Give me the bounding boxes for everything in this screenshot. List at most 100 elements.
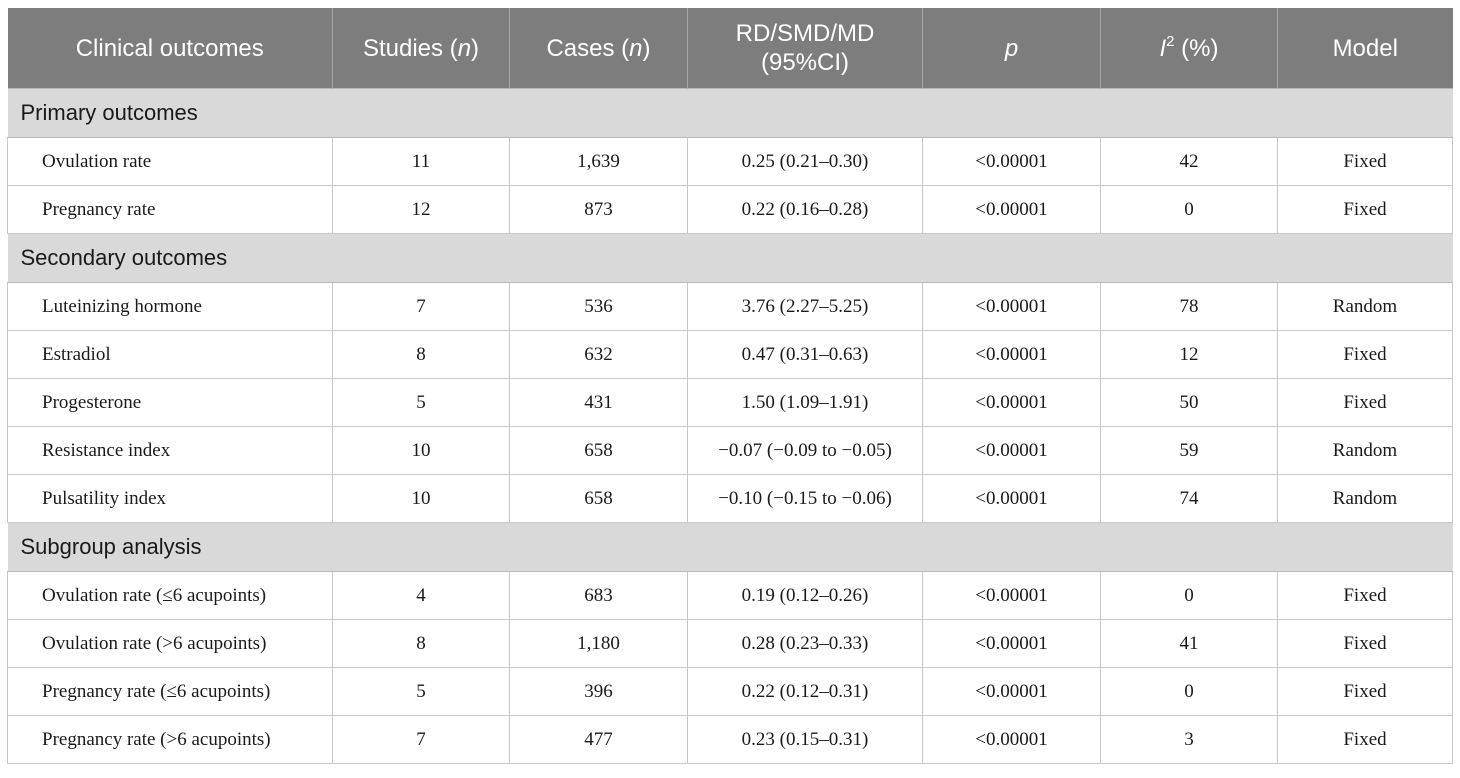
header-studies: Studies (n) <box>332 8 510 89</box>
section-row-secondary-outcomes: Secondary outcomes <box>7 233 1453 283</box>
model-cell: Random <box>1277 474 1453 523</box>
i-squared-cell: 3 <box>1100 715 1278 764</box>
cases-cell: 873 <box>509 185 688 234</box>
p-value-cell: <0.00001 <box>922 330 1101 379</box>
studies-cell: 7 <box>332 715 510 764</box>
model-cell: Random <box>1277 282 1453 331</box>
header-cases: Cases (n) <box>509 8 688 89</box>
outcome-cell: Estradiol <box>7 330 333 379</box>
header-i-squared: I2 (%) <box>1100 8 1278 89</box>
p-value-cell: <0.00001 <box>922 426 1101 475</box>
cases-cell: 396 <box>509 667 688 716</box>
i-squared-cell: 0 <box>1100 185 1278 234</box>
table-row: Progesterone 5 431 1.50 (1.09–1.91) <0.0… <box>7 378 1453 427</box>
studies-cell: 7 <box>332 282 510 331</box>
section-title: Secondary outcomes <box>7 233 1453 283</box>
header-clinical-outcomes: Clinical outcomes <box>7 8 333 89</box>
p-value-cell: <0.00001 <box>922 378 1101 427</box>
table-header: Clinical outcomes Studies (n) Cases (n) … <box>7 8 1453 89</box>
studies-cell: 10 <box>332 474 510 523</box>
model-cell: Fixed <box>1277 185 1453 234</box>
studies-cell: 5 <box>332 667 510 716</box>
effect-cell: 0.28 (0.23–0.33) <box>687 619 923 668</box>
p-value-cell: <0.00001 <box>922 282 1101 331</box>
outcome-cell: Pregnancy rate <box>7 185 333 234</box>
outcome-cell: Ovulation rate <box>7 137 333 186</box>
header-model: Model <box>1277 8 1453 89</box>
outcome-cell: Luteinizing hormone <box>7 282 333 331</box>
table-row: Luteinizing hormone 7 536 3.76 (2.27–5.2… <box>7 282 1453 331</box>
studies-cell: 5 <box>332 378 510 427</box>
table-row: Ovulation rate (≤6 acupoints) 4 683 0.19… <box>7 571 1453 620</box>
cases-cell: 1,180 <box>509 619 688 668</box>
table-row: Ovulation rate (>6 acupoints) 8 1,180 0.… <box>7 619 1453 668</box>
effect-cell: 0.47 (0.31–0.63) <box>687 330 923 379</box>
effect-cell: 0.19 (0.12–0.26) <box>687 571 923 620</box>
studies-cell: 11 <box>332 137 510 186</box>
model-cell: Fixed <box>1277 619 1453 668</box>
p-value-cell: <0.00001 <box>922 185 1101 234</box>
effect-cell: 3.76 (2.27–5.25) <box>687 282 923 331</box>
table-row: Estradiol 8 632 0.47 (0.31–0.63) <0.0000… <box>7 330 1453 379</box>
i-squared-cell: 0 <box>1100 571 1278 620</box>
table-row: Resistance index 10 658 −0.07 (−0.09 to … <box>7 426 1453 475</box>
p-value-cell: <0.00001 <box>922 619 1101 668</box>
p-value-cell: <0.00001 <box>922 571 1101 620</box>
outcome-cell: Ovulation rate (>6 acupoints) <box>7 619 333 668</box>
section-title: Subgroup analysis <box>7 522 1453 572</box>
effect-cell: 1.50 (1.09–1.91) <box>687 378 923 427</box>
model-cell: Fixed <box>1277 137 1453 186</box>
table-row: Ovulation rate 11 1,639 0.25 (0.21–0.30)… <box>7 137 1453 186</box>
effect-cell: 0.22 (0.16–0.28) <box>687 185 923 234</box>
cases-cell: 477 <box>509 715 688 764</box>
i-squared-cell: 50 <box>1100 378 1278 427</box>
i-squared-cell: 41 <box>1100 619 1278 668</box>
section-title: Primary outcomes <box>7 88 1453 138</box>
i-squared-cell: 74 <box>1100 474 1278 523</box>
i-squared-cell: 12 <box>1100 330 1278 379</box>
outcome-cell: Progesterone <box>7 378 333 427</box>
results-table: Clinical outcomes Studies (n) Cases (n) … <box>7 8 1453 764</box>
i-squared-cell: 59 <box>1100 426 1278 475</box>
cases-cell: 536 <box>509 282 688 331</box>
outcome-cell: Pulsatility index <box>7 474 333 523</box>
p-value-cell: <0.00001 <box>922 474 1101 523</box>
p-value-cell: <0.00001 <box>922 715 1101 764</box>
p-value-cell: <0.00001 <box>922 667 1101 716</box>
studies-cell: 10 <box>332 426 510 475</box>
cases-cell: 683 <box>509 571 688 620</box>
outcome-cell: Pregnancy rate (>6 acupoints) <box>7 715 333 764</box>
i-squared-cell: 78 <box>1100 282 1278 331</box>
outcome-cell: Pregnancy rate (≤6 acupoints) <box>7 667 333 716</box>
cases-cell: 658 <box>509 474 688 523</box>
header-row: Clinical outcomes Studies (n) Cases (n) … <box>7 8 1453 89</box>
i-squared-cell: 0 <box>1100 667 1278 716</box>
effect-cell: 0.25 (0.21–0.30) <box>687 137 923 186</box>
effect-cell: −0.10 (−0.15 to −0.06) <box>687 474 923 523</box>
header-p-value: p <box>922 8 1101 89</box>
model-cell: Fixed <box>1277 378 1453 427</box>
table-body: Primary outcomes Ovulation rate 11 1,639… <box>7 88 1453 764</box>
table-row: Pulsatility index 10 658 −0.10 (−0.15 to… <box>7 474 1453 523</box>
model-cell: Fixed <box>1277 330 1453 379</box>
model-cell: Random <box>1277 426 1453 475</box>
effect-cell: 0.22 (0.12–0.31) <box>687 667 923 716</box>
cases-cell: 658 <box>509 426 688 475</box>
cases-cell: 1,639 <box>509 137 688 186</box>
effect-cell: 0.23 (0.15–0.31) <box>687 715 923 764</box>
table-row: Pregnancy rate 12 873 0.22 (0.16–0.28) <… <box>7 185 1453 234</box>
cases-cell: 431 <box>509 378 688 427</box>
studies-cell: 8 <box>332 619 510 668</box>
model-cell: Fixed <box>1277 715 1453 764</box>
p-value-cell: <0.00001 <box>922 137 1101 186</box>
outcome-cell: Ovulation rate (≤6 acupoints) <box>7 571 333 620</box>
studies-cell: 8 <box>332 330 510 379</box>
table-row: Pregnancy rate (≤6 acupoints) 5 396 0.22… <box>7 667 1453 716</box>
cases-cell: 632 <box>509 330 688 379</box>
effect-cell: −0.07 (−0.09 to −0.05) <box>687 426 923 475</box>
studies-cell: 4 <box>332 571 510 620</box>
outcome-cell: Resistance index <box>7 426 333 475</box>
i-squared-cell: 42 <box>1100 137 1278 186</box>
section-row-subgroup-analysis: Subgroup analysis <box>7 522 1453 572</box>
table-row: Pregnancy rate (>6 acupoints) 7 477 0.23… <box>7 715 1453 764</box>
